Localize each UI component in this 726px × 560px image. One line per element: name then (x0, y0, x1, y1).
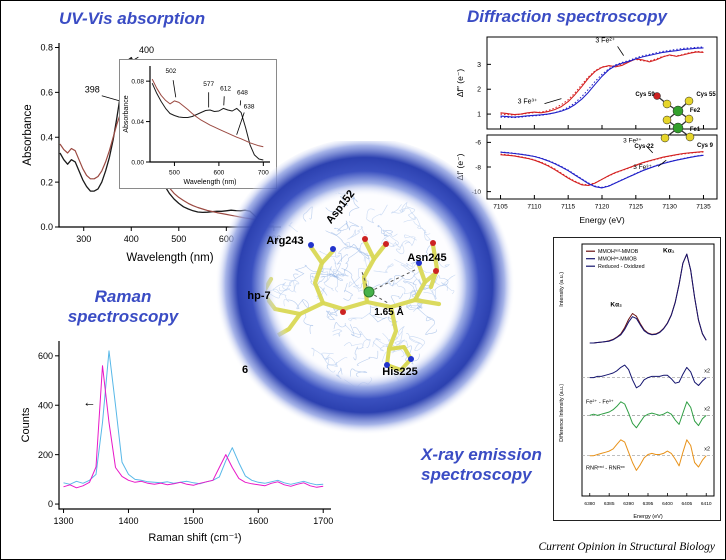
uvvis-title: UV-Vis absorption (59, 9, 206, 28)
svg-text:7115: 7115 (561, 204, 575, 211)
svg-text:Wavelength (nm): Wavelength (nm) (183, 179, 236, 186)
svg-text:0.8: 0.8 (40, 43, 53, 53)
svg-text:Wavelength (nm): Wavelength (nm) (126, 252, 213, 264)
svg-text:500: 500 (171, 234, 186, 244)
svg-text:300: 300 (76, 234, 91, 244)
svg-text:Reduced - Oxidized: Reduced - Oxidized (598, 264, 645, 270)
svg-text:Raman shift (cm⁻¹): Raman shift (cm⁻¹) (148, 532, 241, 544)
svg-text:600: 600 (38, 351, 53, 361)
xes-panel: 6380 6385 6390 6395 6400 6405 6410 Energy (eV) I… (553, 237, 721, 521)
diffraction-top-chart: 1 2 3 Δf″ (e⁻) 3 Fe²⁺ 3 Fe³⁺ (455, 36, 718, 130)
svg-text:1700: 1700 (313, 516, 333, 526)
svg-text:577: 577 (203, 81, 214, 88)
svg-text:7135: 7135 (696, 204, 711, 211)
svg-text:6385: 6385 (604, 501, 615, 507)
raman-chart: 1300 1400 1500 1600 1700 0 200 400 600 Raman shif… (20, 341, 333, 544)
fes-cluster-diagram: Cys 59 Cys 55 Fe2 Fe1 Cys 22 Cys 9 (634, 92, 716, 150)
svg-text:Arg243: Arg243 (266, 235, 303, 247)
svg-text:7125: 7125 (629, 204, 644, 211)
svg-text:6: 6 (242, 364, 248, 376)
svg-text:His225: His225 (382, 366, 417, 378)
xes-title-line1: X-ray emission (421, 445, 542, 464)
svg-text:200: 200 (38, 450, 53, 460)
xes-chart: 6380 6385 6390 6395 6400 6405 6410 Energy (eV) I… (559, 243, 715, 520)
svg-text:Cys 55: Cys 55 (696, 92, 716, 98)
svg-text:1: 1 (477, 112, 481, 119)
svg-text:3 Fe²⁺: 3 Fe²⁺ (595, 37, 615, 44)
svg-text:Kα₂: Kα₂ (610, 302, 622, 309)
svg-text:3 Fe³⁺: 3 Fe³⁺ (633, 164, 652, 171)
svg-text:0: 0 (48, 499, 53, 509)
svg-text:6405: 6405 (681, 501, 692, 507)
svg-text:1600: 1600 (248, 516, 268, 526)
raman-title-line1: Raman (94, 287, 152, 306)
svg-text:648: 648 (237, 89, 248, 96)
xes-title-line2: spectroscopy (421, 465, 532, 485)
svg-text:Fe2: Fe2 (690, 108, 701, 114)
svg-text:Kα₁: Kα₁ (663, 247, 675, 254)
svg-text:Asn245: Asn245 (407, 252, 446, 264)
svg-text:Energy (eV): Energy (eV) (633, 514, 663, 520)
svg-text:7130: 7130 (662, 204, 677, 211)
svg-text:MMOHᵒˣ-MMOB: MMOHᵒˣ-MMOB (598, 257, 637, 263)
svg-text:400: 400 (124, 234, 139, 244)
svg-text:Energy (eV): Energy (eV) (579, 215, 625, 225)
svg-text:Fe²⁺ - Fe³⁺: Fe²⁺ - Fe³⁺ (586, 398, 614, 405)
svg-text:0.2: 0.2 (40, 177, 53, 187)
svg-text:400: 400 (38, 400, 53, 410)
svg-text:3: 3 (477, 62, 481, 69)
svg-text:Cys 9: Cys 9 (697, 143, 714, 149)
svg-text:1400: 1400 (118, 516, 138, 526)
svg-text:1500: 1500 (183, 516, 203, 526)
svg-text:0.08: 0.08 (131, 78, 144, 85)
svg-text:0.00: 0.00 (131, 159, 144, 166)
svg-text:6400: 6400 (662, 501, 673, 507)
svg-text:2: 2 (477, 87, 481, 94)
svg-text:638: 638 (244, 103, 255, 110)
svg-text:0.6: 0.6 (40, 88, 53, 98)
diffraction-title: Diffraction spectroscopy (467, 7, 667, 26)
svg-text:1300: 1300 (54, 516, 74, 526)
svg-text:6390: 6390 (623, 501, 634, 507)
svg-text:0.04: 0.04 (131, 119, 144, 126)
svg-text:1.65 Å: 1.65 Å (374, 305, 403, 318)
svg-text:RNRʳᵉᵈ - RNRᵒˣ: RNRʳᵉᵈ - RNRᵒˣ (586, 465, 625, 472)
svg-text:612: 612 (220, 85, 231, 92)
svg-text:502: 502 (165, 68, 176, 75)
svg-text:3 Fe³⁺: 3 Fe³⁺ (518, 99, 538, 106)
svg-text:←: ← (83, 394, 96, 409)
raman-title-line2: spectroscopy (67, 307, 179, 327)
svg-text:x2: x2 (704, 369, 710, 375)
svg-text:0.0: 0.0 (40, 222, 53, 232)
svg-text:0.4: 0.4 (40, 132, 53, 142)
svg-text:Counts: Counts (20, 407, 32, 442)
svg-text:400: 400 (139, 45, 154, 55)
svg-text:500: 500 (169, 170, 180, 177)
svg-text:Difference Intensity (a.u.): Difference Intensity (a.u.) (559, 384, 565, 442)
svg-text:398: 398 (85, 84, 100, 94)
svg-text:Cys 59: Cys 59 (635, 92, 655, 98)
svg-text:6395: 6395 (643, 501, 654, 507)
svg-text:6380: 6380 (584, 501, 595, 507)
journal-credit: Current Opinion in Structural Biology (538, 541, 715, 553)
svg-text:x2: x2 (704, 447, 710, 453)
svg-text:3 Fe²⁺: 3 Fe²⁺ (623, 137, 642, 144)
svg-text:Δf″ (e⁻): Δf″ (e⁻) (455, 69, 465, 97)
raman-title: Raman spectroscopy (47, 287, 199, 327)
svg-text:7110: 7110 (527, 204, 541, 211)
svg-text:Absorbance: Absorbance (123, 95, 130, 132)
svg-text:6410: 6410 (701, 501, 712, 507)
svg-text:Fe1: Fe1 (690, 127, 701, 133)
raman-panel: 1300 1400 1500 1600 1700 0 200 400 600 Raman shif… (17, 333, 339, 545)
svg-text:Cys 22: Cys 22 (634, 144, 654, 150)
svg-text:MMOHʳᵉᵈ-MMOB: MMOHʳᵉᵈ-MMOB (598, 249, 639, 255)
svg-text:x2: x2 (704, 406, 710, 412)
svg-text:Intensity (a.u.): Intensity (a.u.) (559, 272, 565, 307)
svg-text:7120: 7120 (595, 204, 610, 211)
xes-title: X-ray emission spectroscopy (421, 445, 542, 485)
svg-text:hp-7: hp-7 (247, 290, 270, 302)
svg-text:Absorbance: Absorbance (22, 104, 34, 165)
